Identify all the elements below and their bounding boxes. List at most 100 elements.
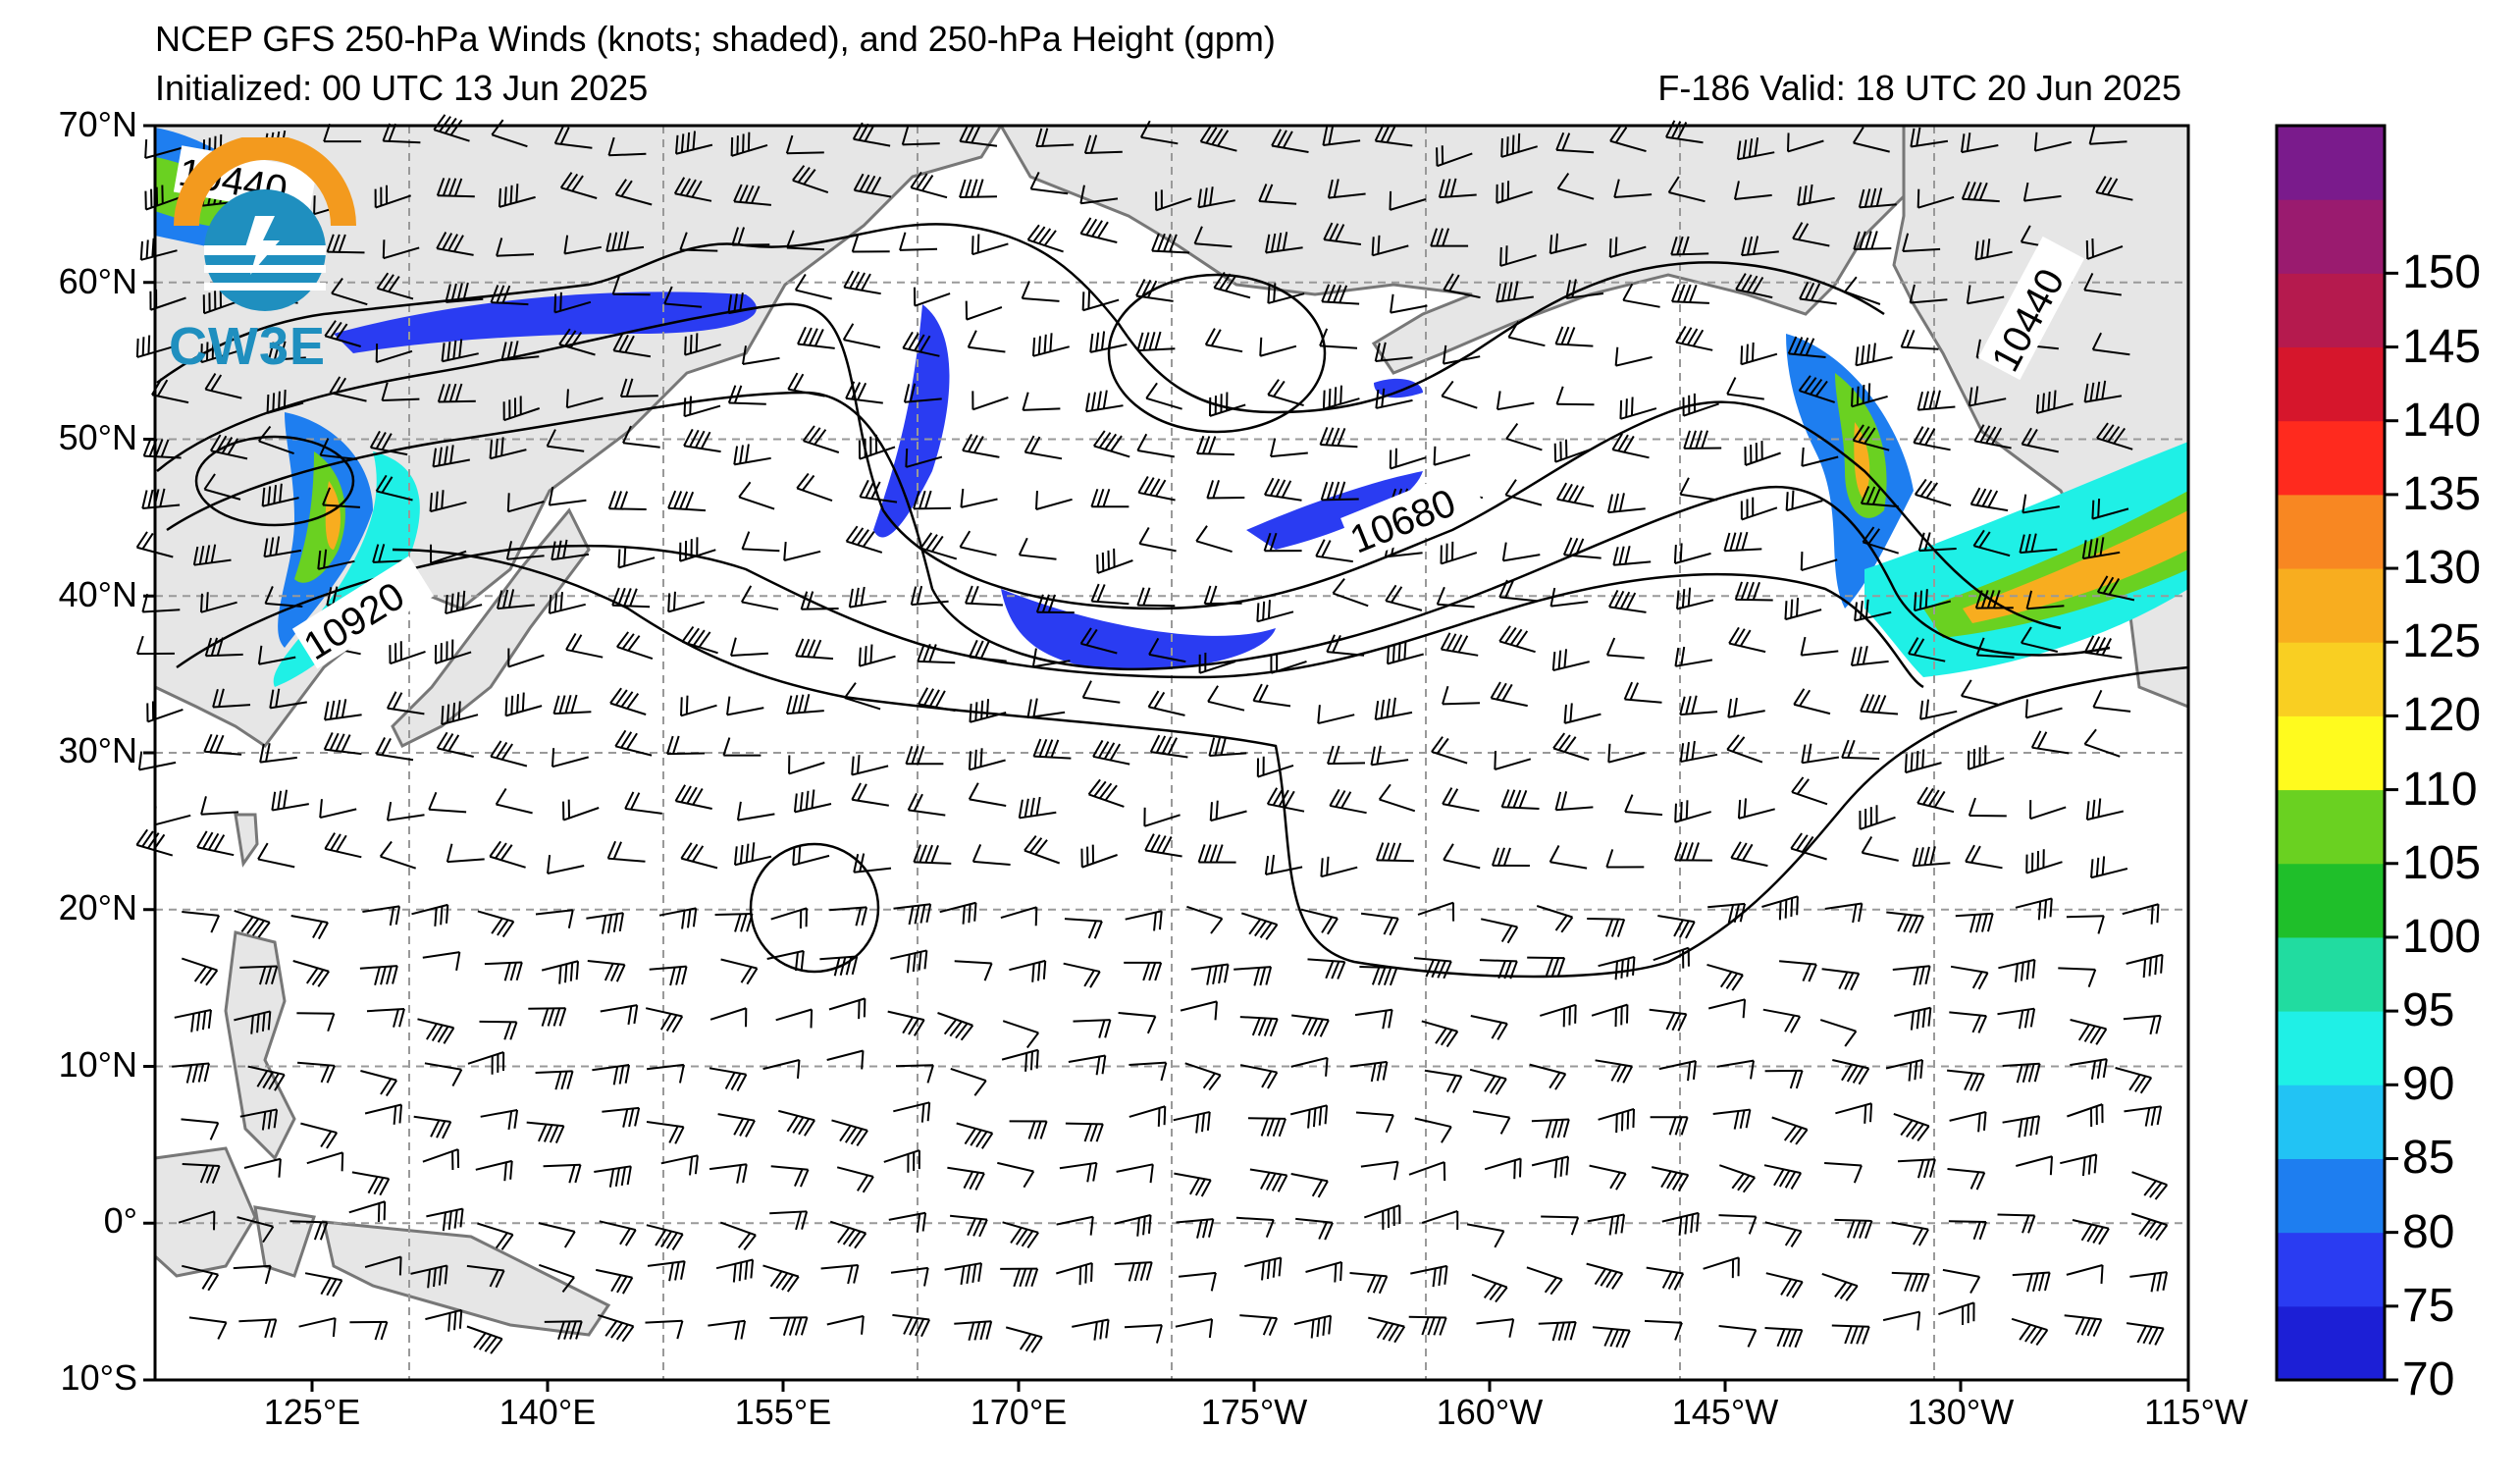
wind-barb — [1973, 424, 2012, 450]
wind-barb — [959, 179, 998, 199]
wind-barb — [617, 547, 656, 569]
wind-barb — [290, 915, 329, 940]
wind-barb — [178, 1210, 216, 1231]
colorbar-tick-label: 120 — [2402, 689, 2482, 742]
wind-barb — [1974, 590, 2014, 609]
wind-barb — [1917, 532, 1957, 553]
wind-barb — [323, 732, 362, 756]
wind-barb — [842, 323, 881, 348]
wind-barb — [1193, 226, 1233, 248]
wind-barb — [1059, 1161, 1098, 1183]
wind-barb — [611, 276, 651, 296]
wind-barb — [204, 373, 242, 399]
wind-barb — [2067, 1103, 2104, 1128]
alaska-land — [998, 124, 1906, 375]
wind-barb — [679, 537, 716, 562]
wind-barb — [853, 173, 892, 198]
colorbar-segment — [2277, 642, 2385, 716]
wind-barb — [1374, 342, 1413, 362]
wind-barb — [1291, 1014, 1330, 1037]
wind-barb — [1267, 283, 1305, 304]
wind-barbs — [135, 114, 2169, 1354]
wind-barb — [611, 587, 651, 609]
lat-label: 50°N — [58, 417, 137, 457]
wind-barb — [1204, 328, 1243, 353]
wind-barb — [548, 486, 587, 506]
wind-barb — [888, 1211, 927, 1233]
height-contours — [156, 223, 2189, 979]
wind-barb — [348, 1200, 387, 1222]
colorbar-segment — [2277, 1085, 2385, 1159]
wind-barb — [257, 842, 295, 869]
wind-barb — [679, 232, 718, 252]
wind-barb — [709, 1067, 748, 1091]
wind-barb — [1608, 589, 1647, 613]
wind-barb — [1908, 637, 1946, 662]
wind-barb — [919, 532, 958, 560]
wind-barb — [1387, 640, 1424, 665]
wind-barb — [546, 429, 585, 452]
wind-barb — [1852, 424, 1890, 451]
wind-barb — [331, 277, 368, 306]
lat-label: 0° — [103, 1200, 137, 1241]
wind-barb — [1484, 1157, 1522, 1180]
wind-barb — [645, 1007, 684, 1033]
colorbar-tick-label: 125 — [2402, 615, 2482, 668]
wind-barb — [2115, 1067, 2153, 1094]
colorbar-segment — [2277, 789, 2385, 865]
wind-barb — [1322, 126, 1361, 146]
wind-barb — [349, 1320, 389, 1341]
wind-barb — [1184, 1062, 1222, 1091]
wind-barb — [174, 1009, 212, 1033]
wind-barb — [962, 433, 1000, 458]
wind-barb — [1661, 1211, 1700, 1236]
wind-barb — [200, 340, 237, 364]
wind-barb — [1421, 1210, 1459, 1230]
wind-barb — [1258, 184, 1297, 205]
wind-barb — [2021, 427, 2059, 453]
wind-barb — [1619, 397, 1657, 420]
wind-barb — [1955, 912, 1994, 933]
wind-barb — [606, 840, 646, 863]
wind-barb — [1764, 1069, 1804, 1089]
wind-barb — [1266, 787, 1305, 813]
colorbar-segment — [2277, 420, 2385, 496]
wind-barb — [1136, 433, 1175, 458]
wind-barb — [1527, 956, 1566, 977]
wind-barb — [382, 239, 420, 260]
wind-barb — [1355, 1111, 1394, 1134]
wind-barb — [1029, 171, 1069, 195]
wind-barb — [1289, 1104, 1329, 1129]
map-title: NCEP GFS 250-hPa Winds (knots; shaded), … — [155, 19, 1276, 59]
wind-barb — [2081, 537, 2121, 560]
wind-barb — [1408, 1315, 1447, 1336]
wind-barb — [1240, 912, 1279, 940]
jet-streak — [334, 291, 757, 353]
colorbar-segment — [2277, 568, 2385, 643]
wind-barb — [622, 425, 660, 449]
wind-barb — [1496, 181, 1533, 204]
wind-barb — [720, 958, 759, 985]
wind-barb — [304, 1272, 343, 1298]
wind-barb — [1613, 179, 1653, 199]
wind-barb — [1800, 636, 1839, 657]
wind-barb — [2126, 1322, 2165, 1346]
wind-barb — [182, 911, 221, 933]
colorbar-segment — [2277, 715, 2385, 791]
wind-barb — [1591, 1003, 1629, 1028]
wind-barb — [917, 643, 956, 664]
wind-barb — [1683, 430, 1722, 450]
height-contour — [392, 548, 2189, 979]
wind-barb — [599, 1220, 637, 1246]
wind-barb — [658, 907, 698, 929]
jet-streak — [1246, 471, 1423, 550]
wind-barb — [1762, 1008, 1802, 1033]
wind-barb — [2029, 800, 2067, 821]
wind-barb — [1471, 1273, 1508, 1303]
wind-barb — [257, 645, 296, 665]
wind-barb — [1787, 336, 1826, 358]
wind-barb — [386, 691, 425, 715]
wind-barb — [267, 341, 306, 361]
wind-barb — [199, 592, 237, 613]
new-guinea-land — [322, 1220, 611, 1337]
